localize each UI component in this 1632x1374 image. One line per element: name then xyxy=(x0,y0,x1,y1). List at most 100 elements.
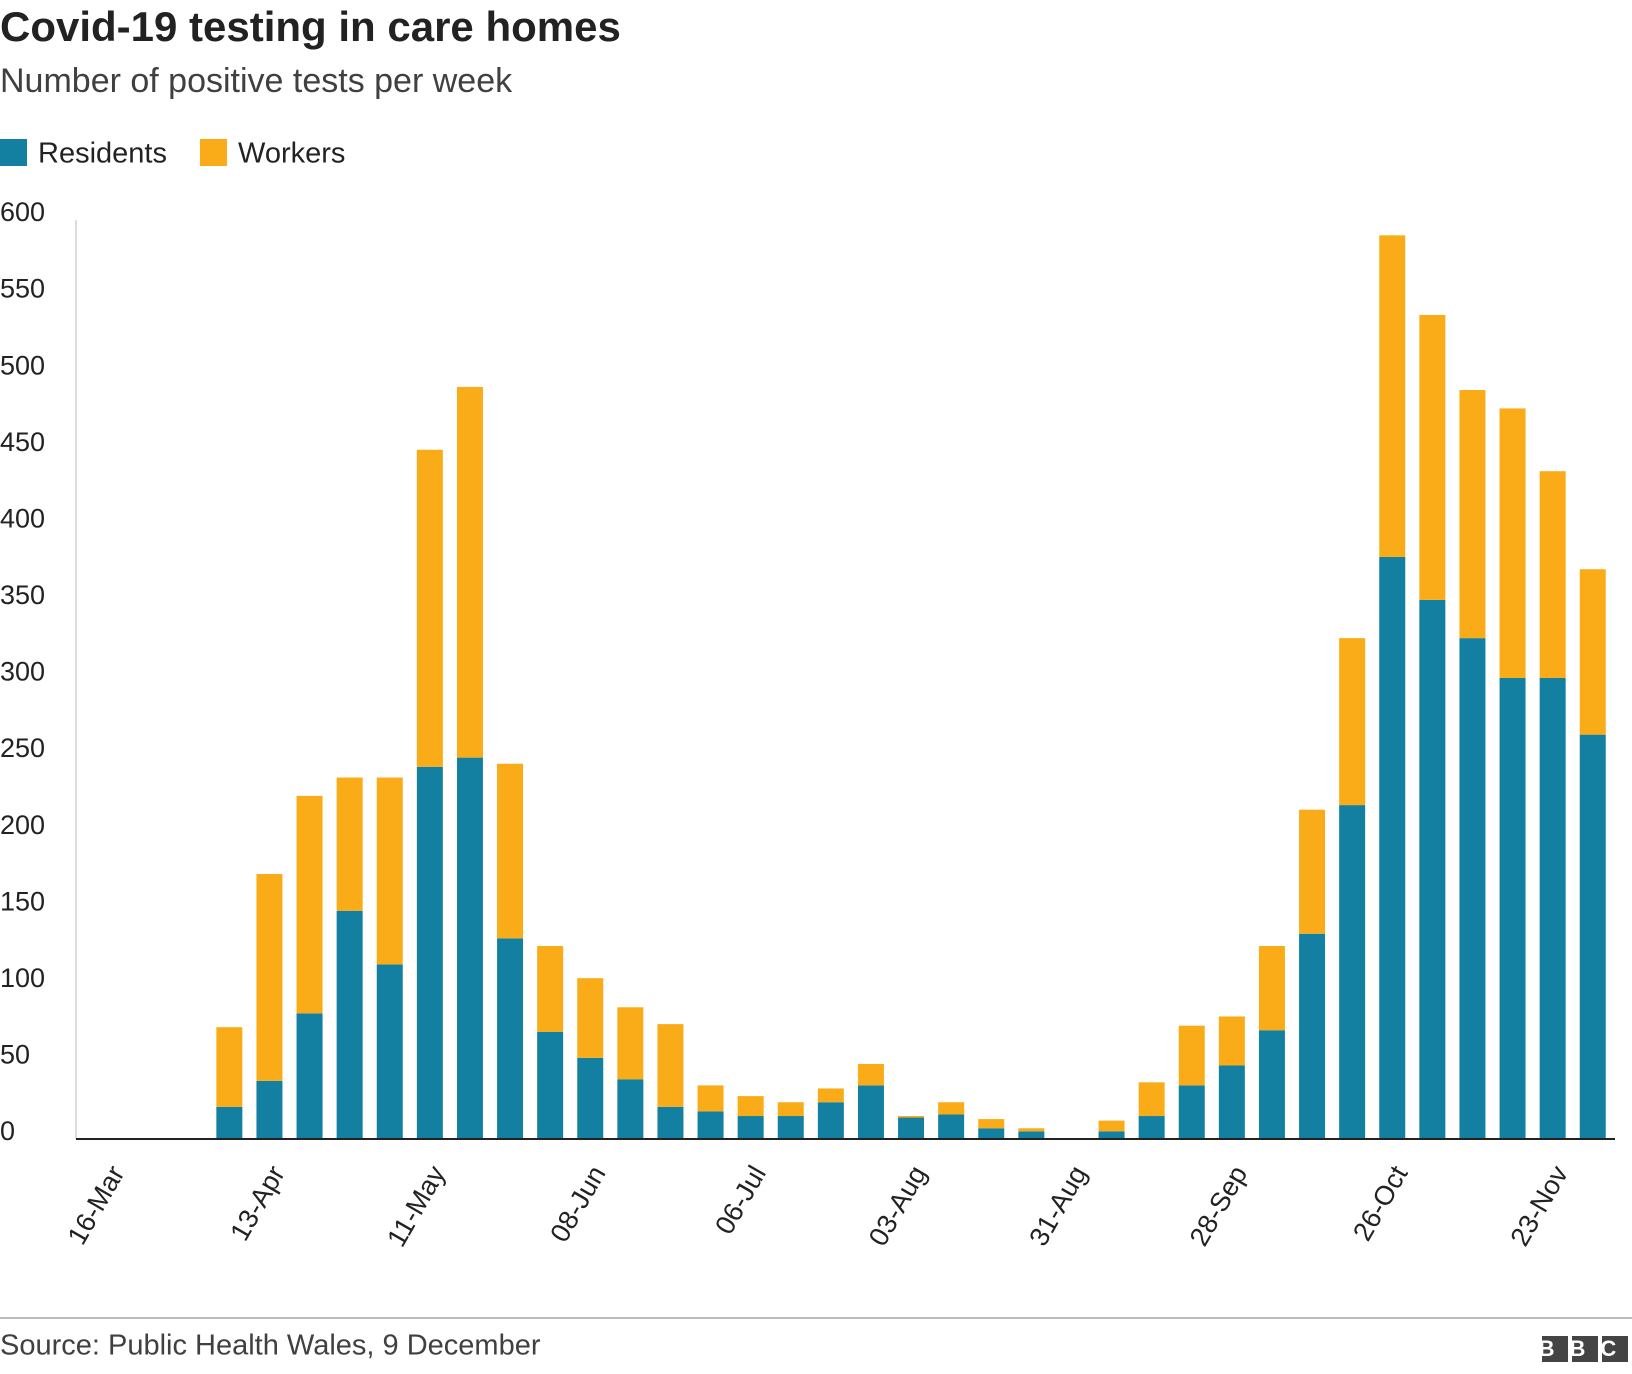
bar-segment xyxy=(1339,638,1366,806)
bar-segment xyxy=(617,1079,644,1139)
bar-segment xyxy=(898,1116,925,1118)
bar-segment xyxy=(1339,805,1366,1139)
bar-segment xyxy=(256,874,283,1081)
bar-segment xyxy=(978,1128,1005,1139)
bar-segment xyxy=(1539,471,1566,678)
chart-title: Covid-19 testing in care homes xyxy=(0,3,621,50)
bar-segment xyxy=(1138,1116,1165,1139)
bar-segment xyxy=(777,1102,804,1117)
bar-segment xyxy=(296,1013,323,1139)
bar-segment xyxy=(336,777,363,911)
bar-segment xyxy=(657,1106,684,1139)
x-tick-label: 03-Aug xyxy=(863,1161,933,1251)
bar-segment xyxy=(737,1116,764,1139)
bar-segment xyxy=(817,1088,844,1103)
y-tick-label: 450 xyxy=(0,427,45,457)
bar-segment xyxy=(978,1119,1005,1129)
bar-segment xyxy=(216,1027,243,1107)
bar-segment xyxy=(216,1106,243,1139)
bar-segment xyxy=(416,766,443,1139)
bar-segment xyxy=(376,964,403,1139)
bar-segment xyxy=(537,1031,564,1139)
bar-segment xyxy=(657,1024,684,1107)
bar-segment xyxy=(336,910,363,1139)
source: Source: Public Health Wales, 9 December xyxy=(0,1330,541,1362)
y-tick-label: 500 xyxy=(0,350,45,380)
bar-segment xyxy=(577,978,604,1058)
x-tick-label: 28-Sep xyxy=(1184,1161,1254,1251)
y-tick-label: 250 xyxy=(0,733,45,763)
x-tick-label: 23-Nov xyxy=(1505,1160,1575,1251)
bar-segment xyxy=(416,449,443,767)
legend-label: Residents xyxy=(38,138,167,170)
bar-segment xyxy=(1459,390,1486,639)
bar-segment xyxy=(376,777,403,965)
bar-segment xyxy=(1098,1131,1125,1139)
x-tick-label: 06-Jul xyxy=(709,1161,772,1240)
bar-segment xyxy=(938,1114,965,1139)
bar-segment xyxy=(1419,599,1446,1139)
bar-segment xyxy=(697,1085,724,1112)
y-tick-label: 150 xyxy=(0,886,45,916)
bar-segment xyxy=(456,757,483,1139)
bar-segment xyxy=(1499,408,1526,678)
bar-segment xyxy=(1218,1016,1245,1066)
bar-segment xyxy=(577,1057,604,1139)
bar-segment xyxy=(537,946,564,1032)
bar-segment xyxy=(1138,1082,1165,1117)
y-tick-label: 200 xyxy=(0,810,45,840)
bar-segment xyxy=(1579,734,1606,1139)
bar-segment xyxy=(1459,638,1486,1139)
y-tick-label: 350 xyxy=(0,580,45,610)
bar-segment xyxy=(737,1096,764,1117)
x-tick-label: 31-Aug xyxy=(1023,1161,1093,1251)
y-tick-label: 400 xyxy=(0,503,45,533)
x-tick-label: 08-Jun xyxy=(544,1161,611,1248)
bar-segment xyxy=(777,1116,804,1139)
bar-segment xyxy=(817,1102,844,1139)
y-tick-label: 550 xyxy=(0,274,45,304)
bar-segment xyxy=(697,1111,724,1139)
bar-segment xyxy=(1178,1025,1205,1086)
logo-text: BBC xyxy=(1539,1336,1632,1361)
chart-subtitle: Number of positive tests per week xyxy=(0,62,513,100)
y-tick-label: 50 xyxy=(0,1040,30,1070)
x-tick-label: 16-Mar xyxy=(62,1161,131,1250)
y-tick-label: 100 xyxy=(0,963,45,993)
y-tick-label: 0 xyxy=(0,1116,15,1146)
legend-swatch xyxy=(199,139,227,166)
bar-segment xyxy=(1379,556,1406,1139)
legend-label: Workers xyxy=(238,138,345,170)
bar-segment xyxy=(898,1117,925,1139)
y-tick-label: 600 xyxy=(0,197,45,227)
bar-segment xyxy=(1539,677,1566,1139)
bar-segment xyxy=(497,938,524,1139)
logo xyxy=(1542,1336,1628,1362)
legend-swatch xyxy=(0,139,27,166)
x-tick-label: 11-May xyxy=(381,1160,451,1252)
bar-segment xyxy=(1419,314,1446,600)
bar-segment xyxy=(1218,1065,1245,1139)
bar-segment xyxy=(497,763,524,939)
bar-segment xyxy=(1258,946,1285,1031)
bar-segment xyxy=(1579,569,1606,735)
bar-segment xyxy=(1018,1131,1045,1139)
bar-segment xyxy=(456,386,483,758)
bar-segment xyxy=(1299,809,1326,934)
bar-segment xyxy=(1178,1085,1205,1139)
bar-segment xyxy=(938,1102,965,1115)
bar-segment xyxy=(1299,933,1326,1139)
bar-segment xyxy=(256,1080,283,1139)
bar-segment xyxy=(1258,1030,1285,1139)
bar-segment xyxy=(1018,1128,1045,1132)
bar-segment xyxy=(296,795,323,1014)
bar-segment xyxy=(857,1063,884,1086)
x-tick-label: 26-Oct xyxy=(1347,1160,1414,1246)
bar-segment xyxy=(617,1007,644,1080)
bar-segment xyxy=(1379,235,1406,557)
bar-segment xyxy=(857,1085,884,1139)
x-tick-label: 13-Apr xyxy=(224,1161,291,1246)
bar-segment xyxy=(1098,1120,1125,1132)
y-tick-label: 300 xyxy=(0,657,45,687)
